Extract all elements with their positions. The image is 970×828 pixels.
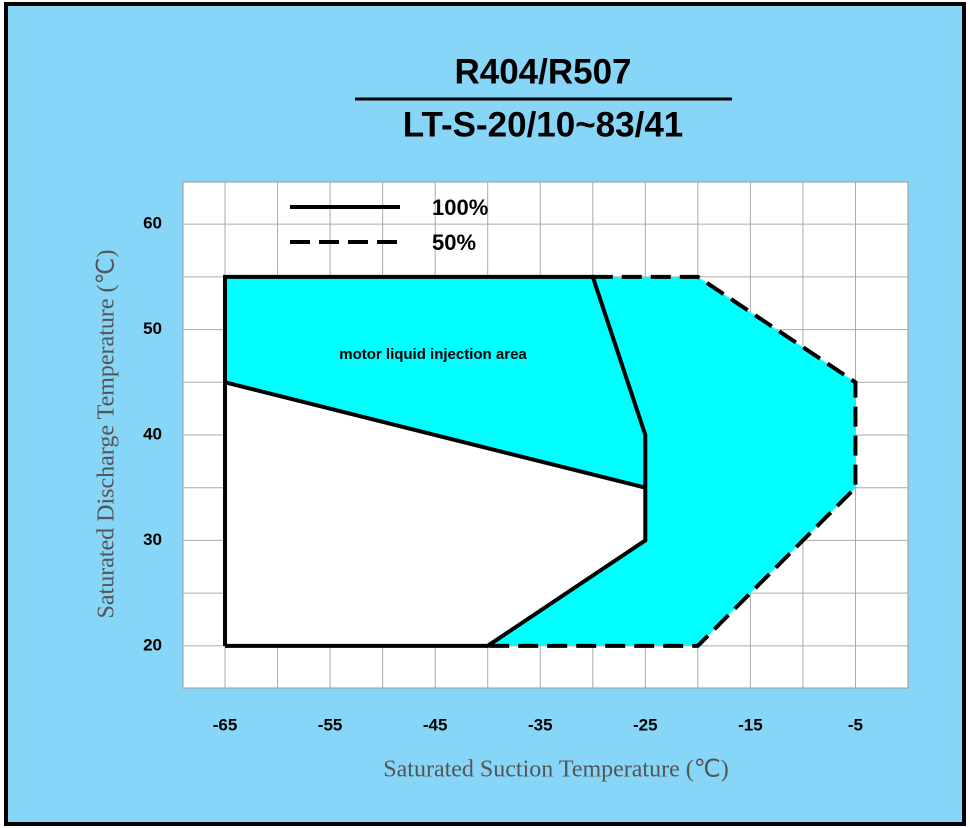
legend-label: 100% — [432, 195, 488, 220]
series-line — [487, 274, 858, 648]
chart-subtitle: LT-S-20/10~83/41 — [403, 105, 684, 144]
x-tick-label: -55 — [318, 715, 343, 734]
marks — [223, 274, 858, 648]
x-axis-label: Saturated Suction Temperature (℃) — [383, 757, 728, 783]
annotation: motor liquid injection area — [339, 346, 527, 363]
y-tick-label: 20 — [143, 635, 162, 654]
chart-title: R404/R507 — [454, 52, 631, 91]
legend-label: 50% — [432, 230, 476, 255]
x-tick-label: -35 — [528, 715, 553, 734]
x-tick-label: -5 — [848, 715, 863, 734]
y-tick-label: 60 — [143, 214, 162, 233]
y-axis-label: Saturated Discharge Temperature (℃) — [94, 250, 120, 619]
series-line — [224, 380, 646, 490]
x-tick-label: -65 — [213, 715, 238, 734]
x-tick-label: -45 — [423, 715, 448, 734]
y-tick-label: 50 — [143, 319, 162, 338]
series-line — [223, 274, 648, 648]
y-tick-label: 30 — [143, 530, 162, 549]
x-tick-label: -25 — [633, 715, 658, 734]
area-fill — [225, 382, 646, 646]
y-tick-label: 40 — [143, 424, 162, 443]
x-tick-label: -15 — [738, 715, 763, 734]
